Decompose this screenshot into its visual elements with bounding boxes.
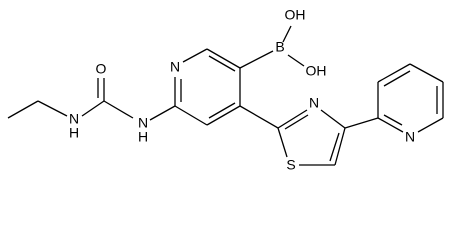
molecule-diagram: N H O N H N B OH OH N S N bbox=[7, 7, 444, 173]
atom-label: O bbox=[96, 61, 107, 77]
bonds bbox=[7, 25, 444, 166]
bond bbox=[239, 105, 279, 129]
bond bbox=[174, 105, 208, 126]
bond bbox=[81, 100, 105, 117]
atom-label: OH bbox=[285, 7, 306, 23]
bond bbox=[344, 117, 379, 129]
bond bbox=[182, 48, 208, 63]
atom-label: N bbox=[170, 59, 180, 75]
bond bbox=[208, 102, 236, 119]
atom-labels: N H O N H N B OH OH N S N bbox=[69, 7, 415, 173]
bond bbox=[282, 25, 292, 43]
atom-label: H bbox=[69, 125, 79, 141]
bond bbox=[329, 132, 340, 162]
bond bbox=[377, 63, 411, 83]
bond bbox=[208, 55, 236, 72]
bond bbox=[37, 100, 68, 117]
bond bbox=[334, 127, 346, 166]
atom-label: S bbox=[286, 157, 295, 173]
atom-label: H bbox=[138, 129, 148, 145]
bond bbox=[239, 50, 274, 69]
bond bbox=[149, 105, 176, 121]
atom-label: N bbox=[405, 129, 415, 145]
bond bbox=[417, 117, 444, 133]
bond bbox=[320, 109, 346, 129]
bond bbox=[206, 105, 241, 126]
atom-label: OH bbox=[306, 63, 327, 79]
bond bbox=[7, 100, 39, 119]
bond bbox=[383, 114, 403, 126]
bond bbox=[383, 70, 411, 87]
bond bbox=[409, 63, 444, 83]
atom-label: N bbox=[69, 111, 79, 127]
atom-label: B bbox=[275, 39, 284, 55]
atom-label: N bbox=[309, 95, 319, 111]
bond bbox=[277, 109, 308, 129]
bond bbox=[287, 54, 305, 67]
bond bbox=[103, 100, 134, 119]
bond bbox=[206, 48, 241, 69]
bond bbox=[284, 114, 309, 130]
bond bbox=[277, 127, 288, 158]
atom-label: N bbox=[138, 115, 148, 131]
bond bbox=[377, 117, 404, 133]
